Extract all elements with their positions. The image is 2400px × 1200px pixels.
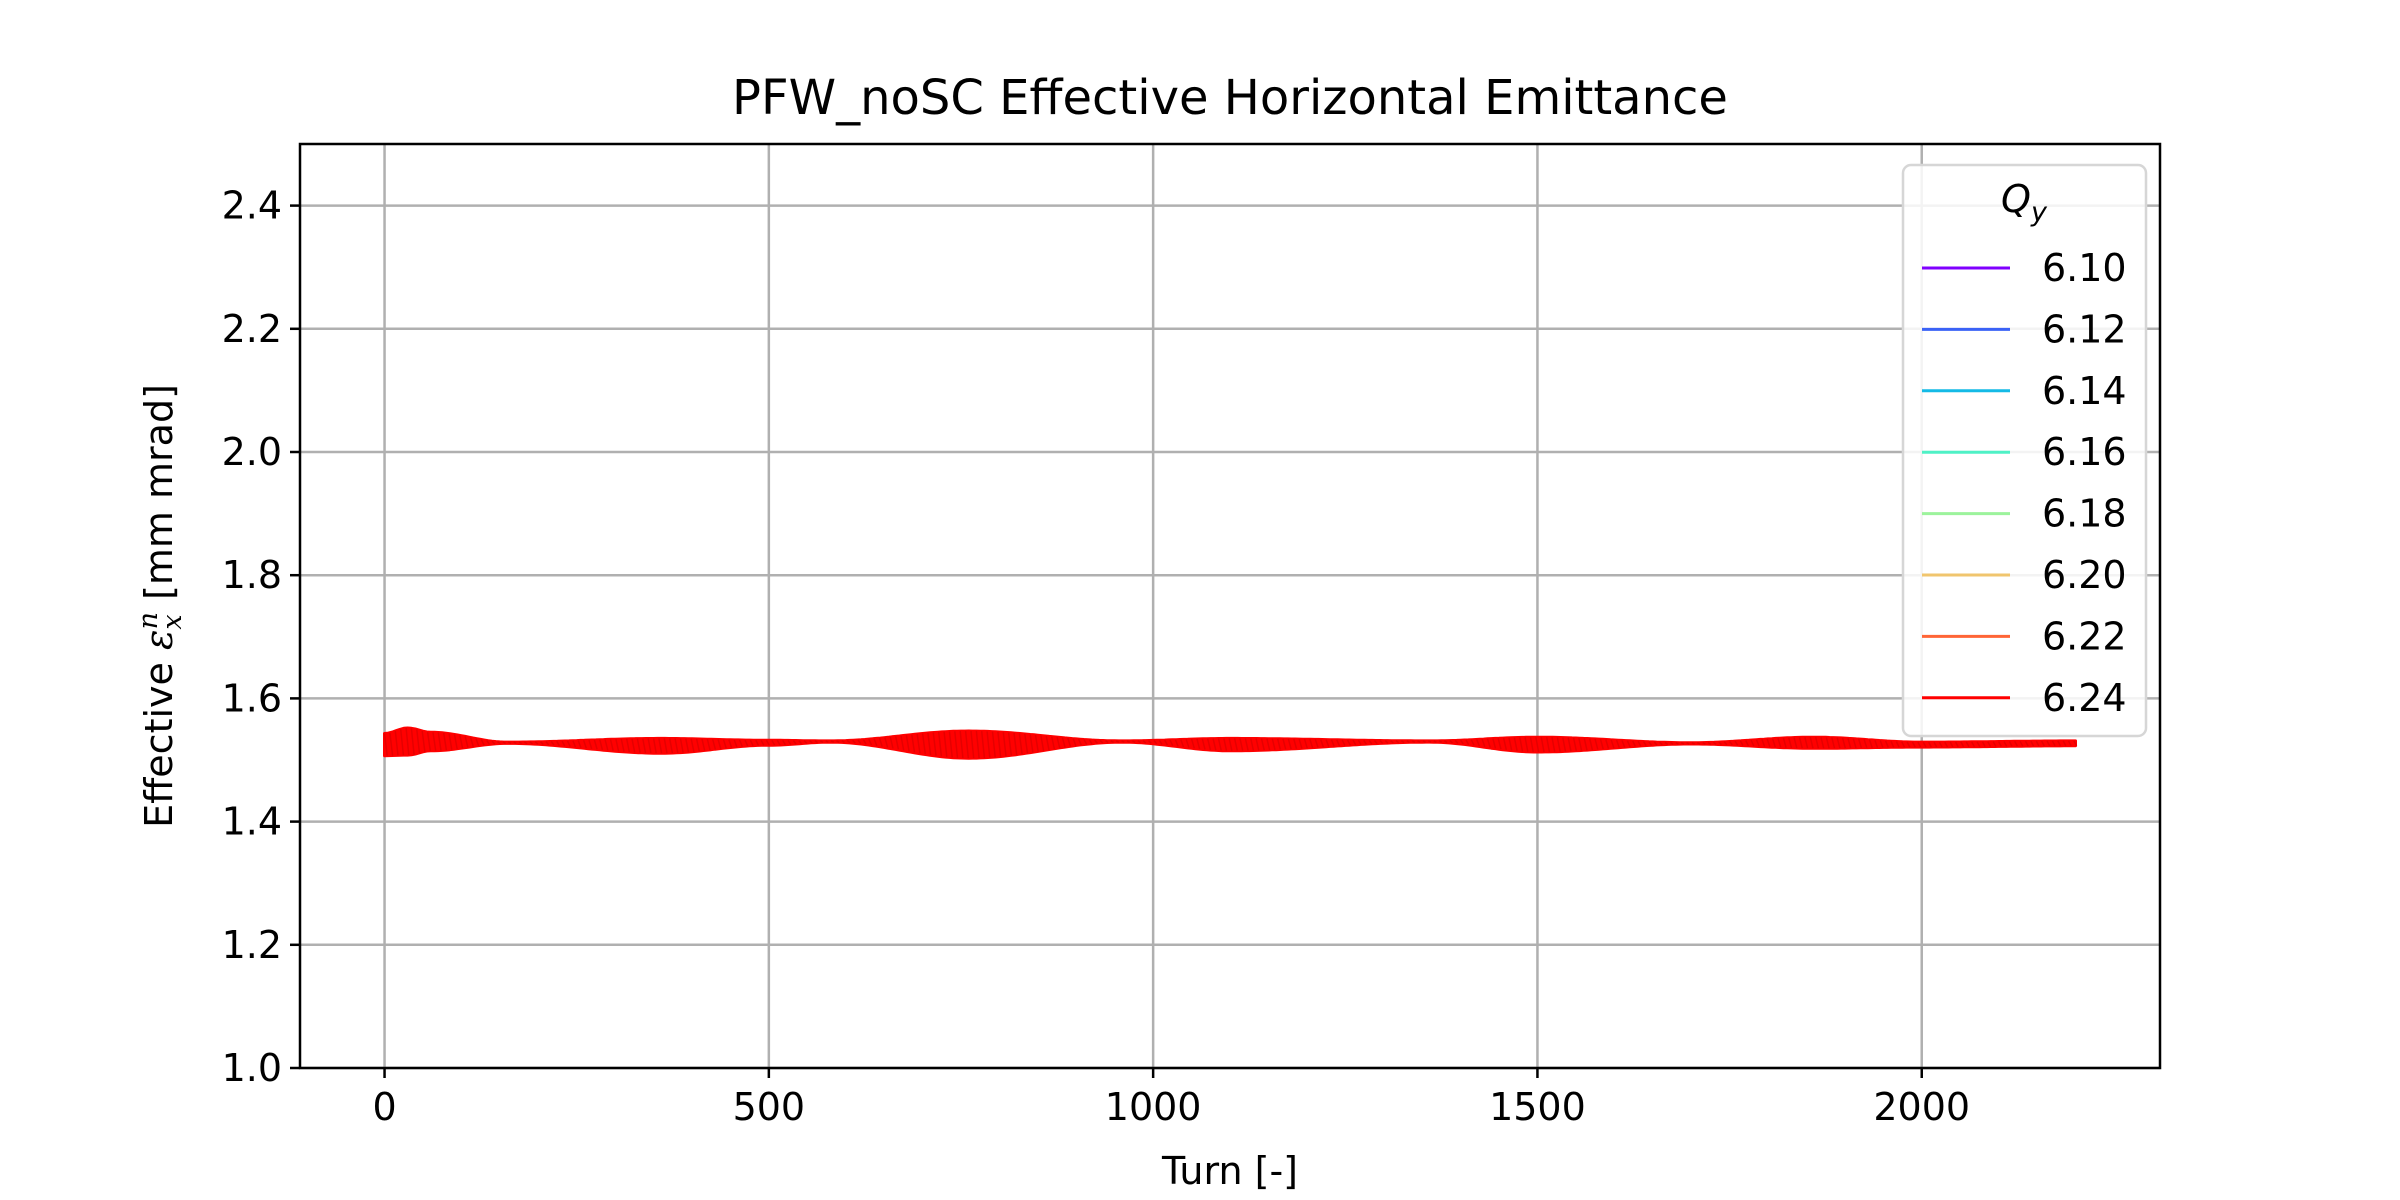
axes-frame [298,142,2162,1070]
y-tick-label: 1.6 [222,676,282,720]
y-tick-label: 2.0 [222,430,282,474]
y-ticks: 1.0 1.2 1.4 1.6 1.8 2.0 2.2 2.4 [222,184,300,1090]
y-tick-label: 2.2 [222,307,282,351]
legend-label-6.20: 6.20 [2042,553,2127,597]
grid-lines [300,144,2160,1070]
x-tick-label: 0 [372,1085,396,1129]
y-tick-label: 1.2 [222,923,282,967]
legend-box [1901,163,2148,738]
legend-label-6.18: 6.18 [2042,492,2127,536]
legend: Qy 6.10 6.12 6.14 6.16 6.18 6.20 6.22 6.24 [1901,163,2148,738]
y-axis-label-superscript: n [133,612,164,629]
y-axis-label-subscript: x [157,614,188,629]
legend-label-6.24: 6.24 [2042,676,2127,720]
y-axis-label-prefix: Effective [137,650,181,828]
x-ticks: 0 500 1000 1500 2000 [372,1068,1970,1129]
y-axis-label: Effective εxn [mm mrad] [133,384,188,828]
x-axis-label: Turn [-] [1161,1149,1298,1193]
legend-title-main: Q [2001,177,2031,221]
y-axis-label-suffix: [mm mrad] [137,384,181,612]
legend-label-6.10: 6.10 [2042,246,2127,290]
x-tick-label: 1500 [1489,1085,1586,1129]
y-tick-label: 2.4 [222,184,282,228]
series-6.24-oscillation [383,727,2078,759]
legend-title: Qy [2001,177,2048,228]
legend-label-6.14: 6.14 [2042,369,2127,413]
legend-title-subscript: y [2030,197,2048,228]
y-tick-label: 1.4 [222,800,282,844]
legend-entries: 6.10 6.12 6.14 6.16 6.18 6.20 6.22 6.24 [1922,246,2127,720]
x-tick-label: 500 [733,1085,806,1129]
legend-label-6.12: 6.12 [2042,307,2127,351]
legend-label-6.16: 6.16 [2042,430,2127,474]
plot-series [383,726,2078,760]
y-tick-label: 1.8 [222,553,282,597]
x-tick-label: 1000 [1105,1085,1202,1129]
legend-label-6.22: 6.22 [2042,614,2127,658]
x-tick-label: 2000 [1873,1085,1970,1129]
y-tick-label: 1.0 [222,1046,282,1090]
y-axis-label-symbol: ε [137,630,181,650]
chart-title: PFW_noSC Effective Horizontal Emittance [732,70,1728,126]
